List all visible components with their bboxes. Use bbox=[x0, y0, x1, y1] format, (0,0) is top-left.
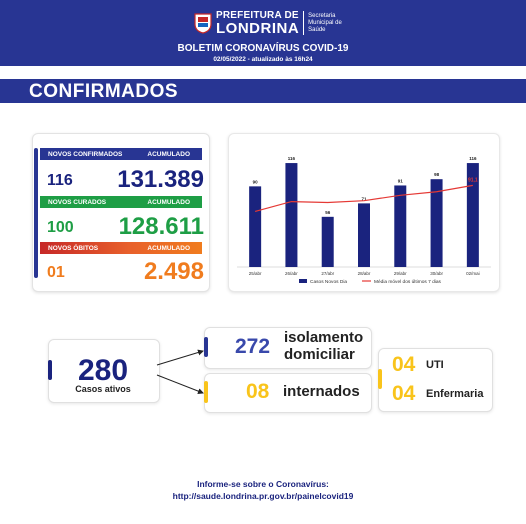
info-link[interactable]: http://saude.londrina.pr.gov.br/painelco… bbox=[172, 491, 354, 501]
section-title-bar bbox=[0, 79, 526, 103]
hospital-accent-bar bbox=[204, 381, 208, 403]
chart-bar-label: 116 bbox=[469, 156, 477, 161]
active-cases-label: Casos ativos bbox=[75, 384, 131, 394]
deaths-new-value: 01 bbox=[47, 264, 65, 281]
confirmed-header-label: NOVOS CONFIRMADOS bbox=[48, 150, 123, 158]
legend-bar-label: Casos Novos Dia bbox=[310, 279, 347, 285]
cases-chart: 90 25/abr 116 26/abr 56 27/abr 71 28/abr 91 29/ab… bbox=[237, 156, 491, 285]
isolation-accent-bar bbox=[204, 337, 208, 357]
chart-x-tick: 27/abr bbox=[321, 271, 334, 276]
chart-x-tick: 29/abr bbox=[394, 271, 407, 276]
isolation-label: isolamento domiciliar bbox=[284, 329, 363, 363]
chart-x-tick: 02/mai bbox=[466, 271, 480, 276]
bulletin-date: 02/05/2022 - atualizado às 16h24 bbox=[213, 56, 313, 63]
isolation-count: 272 bbox=[235, 335, 271, 358]
branch-arrows-icon bbox=[156, 349, 204, 394]
confirmed-header: NOVOS CONFIRMADOS ACUMULADO bbox=[40, 148, 202, 160]
brand-bottom-text: LONDRINA bbox=[216, 20, 300, 37]
recovered-new-value: 100 bbox=[47, 219, 74, 236]
confirmed-total-value: 131.389 bbox=[117, 166, 204, 193]
deaths-acc-label: ACUMULADO bbox=[147, 244, 190, 252]
chart-bar bbox=[358, 203, 370, 267]
hospital-detail-accent-bar bbox=[378, 369, 382, 389]
chart-line-end-label: 91,1 bbox=[468, 177, 478, 183]
active-cases-count: 280 bbox=[77, 354, 129, 387]
chart-bar bbox=[394, 185, 407, 267]
deaths-header: NOVOS ÓBITOS ACUMULADO bbox=[40, 242, 202, 254]
uti-label: UTI bbox=[426, 359, 444, 371]
legend-bar-swatch bbox=[299, 279, 307, 283]
recovered-header-label: NOVOS CURADOS bbox=[48, 198, 107, 206]
chart-x-tick: 28/abr bbox=[358, 271, 371, 276]
chart-bar bbox=[249, 186, 262, 267]
isolation-label-line-1: isolamento bbox=[284, 329, 364, 346]
chart-x-tick: 26/abr bbox=[285, 271, 298, 276]
brand-sub-line-3: Saúde bbox=[308, 26, 326, 33]
brand-divider bbox=[303, 11, 305, 35]
chart-bar-label: 116 bbox=[288, 156, 296, 161]
uti-count: 04 bbox=[392, 353, 416, 376]
section-title: CONFIRMADOS bbox=[29, 81, 179, 102]
deaths-total-value: 2.498 bbox=[143, 258, 204, 285]
chart-moving-average-line bbox=[254, 184, 473, 213]
chart-bar bbox=[285, 163, 298, 267]
stats-accent-bar bbox=[34, 148, 38, 278]
info-text: Informe-se sobre o Coronavírus: bbox=[197, 479, 329, 489]
header-banner bbox=[0, 0, 526, 66]
city-crest-icon bbox=[194, 13, 212, 34]
bulletin-title: BOLETIM CORONAVÍRUS COVID-19 bbox=[177, 43, 349, 54]
brand-name: PREFEITURA DE LONDRINA bbox=[216, 10, 299, 36]
recovered-header: NOVOS CURADOS ACUMULADO bbox=[40, 196, 202, 208]
chart-card: 90 25/abr 116 26/abr 56 27/abr 71 28/abr 91 29/ab… bbox=[228, 133, 500, 292]
chart-bar bbox=[321, 216, 334, 267]
chart-x-tick: 30/abr bbox=[430, 271, 443, 276]
chart-bar-label: 71 bbox=[361, 196, 367, 201]
chart-bar-label: 90 bbox=[253, 179, 259, 184]
chart-bar-label: 91 bbox=[398, 178, 404, 183]
ward-count: 04 bbox=[392, 382, 416, 405]
chart-bar bbox=[466, 163, 479, 267]
isolation-box bbox=[204, 327, 372, 369]
chart-bar-label: 56 bbox=[325, 210, 331, 215]
recovered-acc-label: ACUMULADO bbox=[147, 198, 190, 206]
legend-line-label: Média móvel dos últimos 7 dias bbox=[374, 279, 442, 285]
hospital-count: 08 bbox=[246, 380, 270, 403]
recovered-total-value: 128.611 bbox=[118, 213, 204, 240]
confirmed-new-value: 116 bbox=[47, 172, 73, 189]
confirmed-acc-label: ACUMULADO bbox=[147, 150, 190, 158]
isolation-label-line-2: domiciliar bbox=[284, 346, 355, 363]
brand-subtitle: Secretaria Municipal de Saúde bbox=[308, 13, 342, 34]
chart-x-tick: 25/abr bbox=[249, 271, 262, 276]
brand-sub-line-1: Secretaria bbox=[308, 12, 336, 19]
chart-bar-label: 98 bbox=[434, 172, 440, 177]
hospital-box bbox=[204, 373, 372, 413]
brand-logo: PREFEITURA DE LONDRINA Secretaria Munici… bbox=[194, 10, 342, 36]
brand-top-text: PREFEITURA DE bbox=[216, 10, 299, 21]
hospital-detail-box bbox=[378, 348, 493, 412]
chart-bar bbox=[430, 179, 443, 267]
active-accent-bar bbox=[48, 360, 52, 380]
ward-label: Enfermaria bbox=[426, 388, 484, 400]
brand-sub-line-2: Municipal de bbox=[308, 19, 342, 26]
hospital-label: internados bbox=[283, 383, 360, 400]
deaths-header-label: NOVOS ÓBITOS bbox=[48, 244, 99, 252]
